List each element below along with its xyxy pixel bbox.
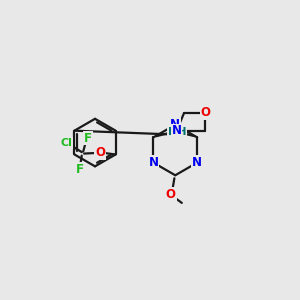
Text: N: N	[172, 124, 182, 137]
Text: NH: NH	[168, 127, 186, 137]
Text: O: O	[95, 146, 105, 160]
Text: O: O	[166, 188, 176, 201]
Text: N: N	[170, 118, 180, 131]
Text: N: N	[148, 156, 158, 169]
Text: N: N	[192, 156, 202, 169]
Text: Cl: Cl	[60, 138, 72, 148]
Text: F: F	[76, 163, 84, 176]
Text: O: O	[200, 106, 211, 119]
Text: F: F	[84, 132, 92, 145]
